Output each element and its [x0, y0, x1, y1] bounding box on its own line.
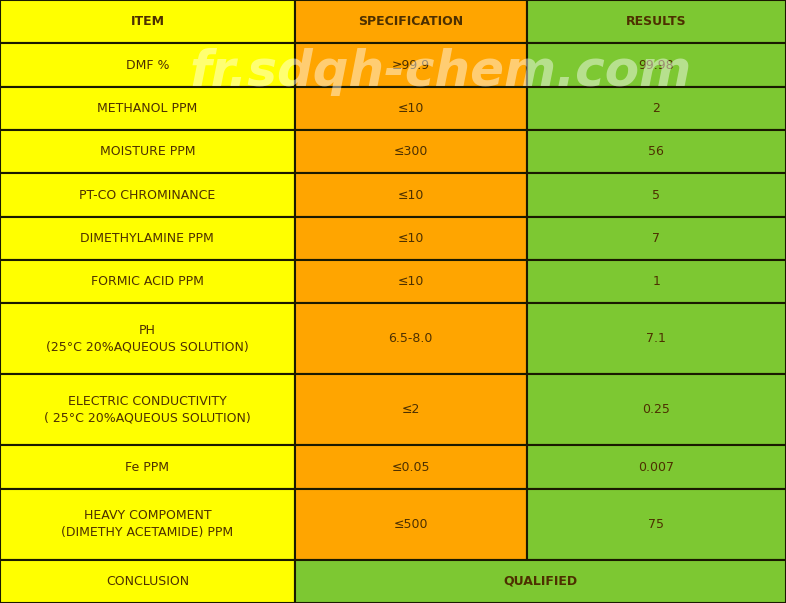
Bar: [527, 174, 786, 216]
Text: DMF %: DMF %: [126, 58, 169, 72]
Text: ≥99.9: ≥99.9: [391, 58, 430, 72]
Text: ≤10: ≤10: [398, 276, 424, 288]
Text: HEAVY COMPOMENT
(DIMETHY ACETAMIDE) PPM: HEAVY COMPOMENT (DIMETHY ACETAMIDE) PPM: [61, 509, 233, 539]
Bar: [0, 216, 295, 260]
Text: QUALIFIED: QUALIFIED: [503, 575, 578, 588]
Bar: [0, 260, 295, 303]
Text: 0.25: 0.25: [642, 403, 670, 417]
Text: 2: 2: [652, 102, 660, 115]
Bar: [527, 43, 786, 87]
Bar: [295, 303, 527, 374]
Text: Fe PPM: Fe PPM: [126, 461, 169, 473]
Bar: [295, 374, 527, 446]
Bar: [527, 374, 786, 446]
Text: ELECTRIC CONDUCTIVITY
( 25°C 20%AQUEOUS SOLUTION): ELECTRIC CONDUCTIVITY ( 25°C 20%AQUEOUS …: [44, 395, 251, 425]
Bar: [527, 0, 786, 43]
Text: ≤10: ≤10: [398, 189, 424, 201]
Text: 7.1: 7.1: [646, 332, 667, 346]
Text: ≤0.05: ≤0.05: [391, 461, 430, 473]
Bar: [527, 87, 786, 130]
Bar: [0, 87, 295, 130]
Bar: [295, 0, 527, 43]
Text: ≤2: ≤2: [402, 403, 420, 417]
Bar: [295, 87, 527, 130]
Bar: [527, 260, 786, 303]
Text: RESULTS: RESULTS: [626, 15, 687, 28]
Bar: [0, 560, 295, 603]
Text: 56: 56: [648, 145, 664, 158]
Text: 1: 1: [652, 276, 660, 288]
Bar: [527, 488, 786, 560]
Text: DIMETHYLAMINE PPM: DIMETHYLAMINE PPM: [80, 232, 215, 245]
Text: 0.007: 0.007: [638, 461, 674, 473]
Text: SPECIFICATION: SPECIFICATION: [358, 15, 463, 28]
Text: PT-CO CHROMINANCE: PT-CO CHROMINANCE: [79, 189, 215, 201]
Bar: [295, 446, 527, 488]
Bar: [295, 216, 527, 260]
Text: METHANOL PPM: METHANOL PPM: [97, 102, 197, 115]
Bar: [295, 174, 527, 216]
Bar: [295, 560, 786, 603]
Text: FORMIC ACID PPM: FORMIC ACID PPM: [91, 276, 204, 288]
Bar: [295, 130, 527, 174]
Bar: [295, 43, 527, 87]
Text: ≤500: ≤500: [394, 518, 428, 531]
Text: CONCLUSION: CONCLUSION: [106, 575, 189, 588]
Text: MOISTURE PPM: MOISTURE PPM: [100, 145, 195, 158]
Bar: [0, 374, 295, 446]
Text: 99.98: 99.98: [638, 58, 674, 72]
Bar: [0, 446, 295, 488]
Text: 5: 5: [652, 189, 660, 201]
Text: 75: 75: [648, 518, 664, 531]
Bar: [527, 130, 786, 174]
Bar: [295, 260, 527, 303]
Text: 6.5-8.0: 6.5-8.0: [388, 332, 433, 346]
Text: PH
(25°C 20%AQUEOUS SOLUTION): PH (25°C 20%AQUEOUS SOLUTION): [46, 324, 248, 354]
Bar: [527, 216, 786, 260]
Text: ITEM: ITEM: [130, 15, 164, 28]
Text: ≤10: ≤10: [398, 232, 424, 245]
Text: ≤300: ≤300: [394, 145, 428, 158]
Bar: [0, 174, 295, 216]
Text: fr.sdqh-chem.com: fr.sdqh-chem.com: [189, 48, 691, 96]
Bar: [0, 303, 295, 374]
Bar: [527, 303, 786, 374]
Bar: [0, 0, 295, 43]
Text: ≤10: ≤10: [398, 102, 424, 115]
Bar: [0, 43, 295, 87]
Text: 7: 7: [652, 232, 660, 245]
Bar: [295, 488, 527, 560]
Bar: [0, 130, 295, 174]
Bar: [0, 488, 295, 560]
Bar: [527, 446, 786, 488]
